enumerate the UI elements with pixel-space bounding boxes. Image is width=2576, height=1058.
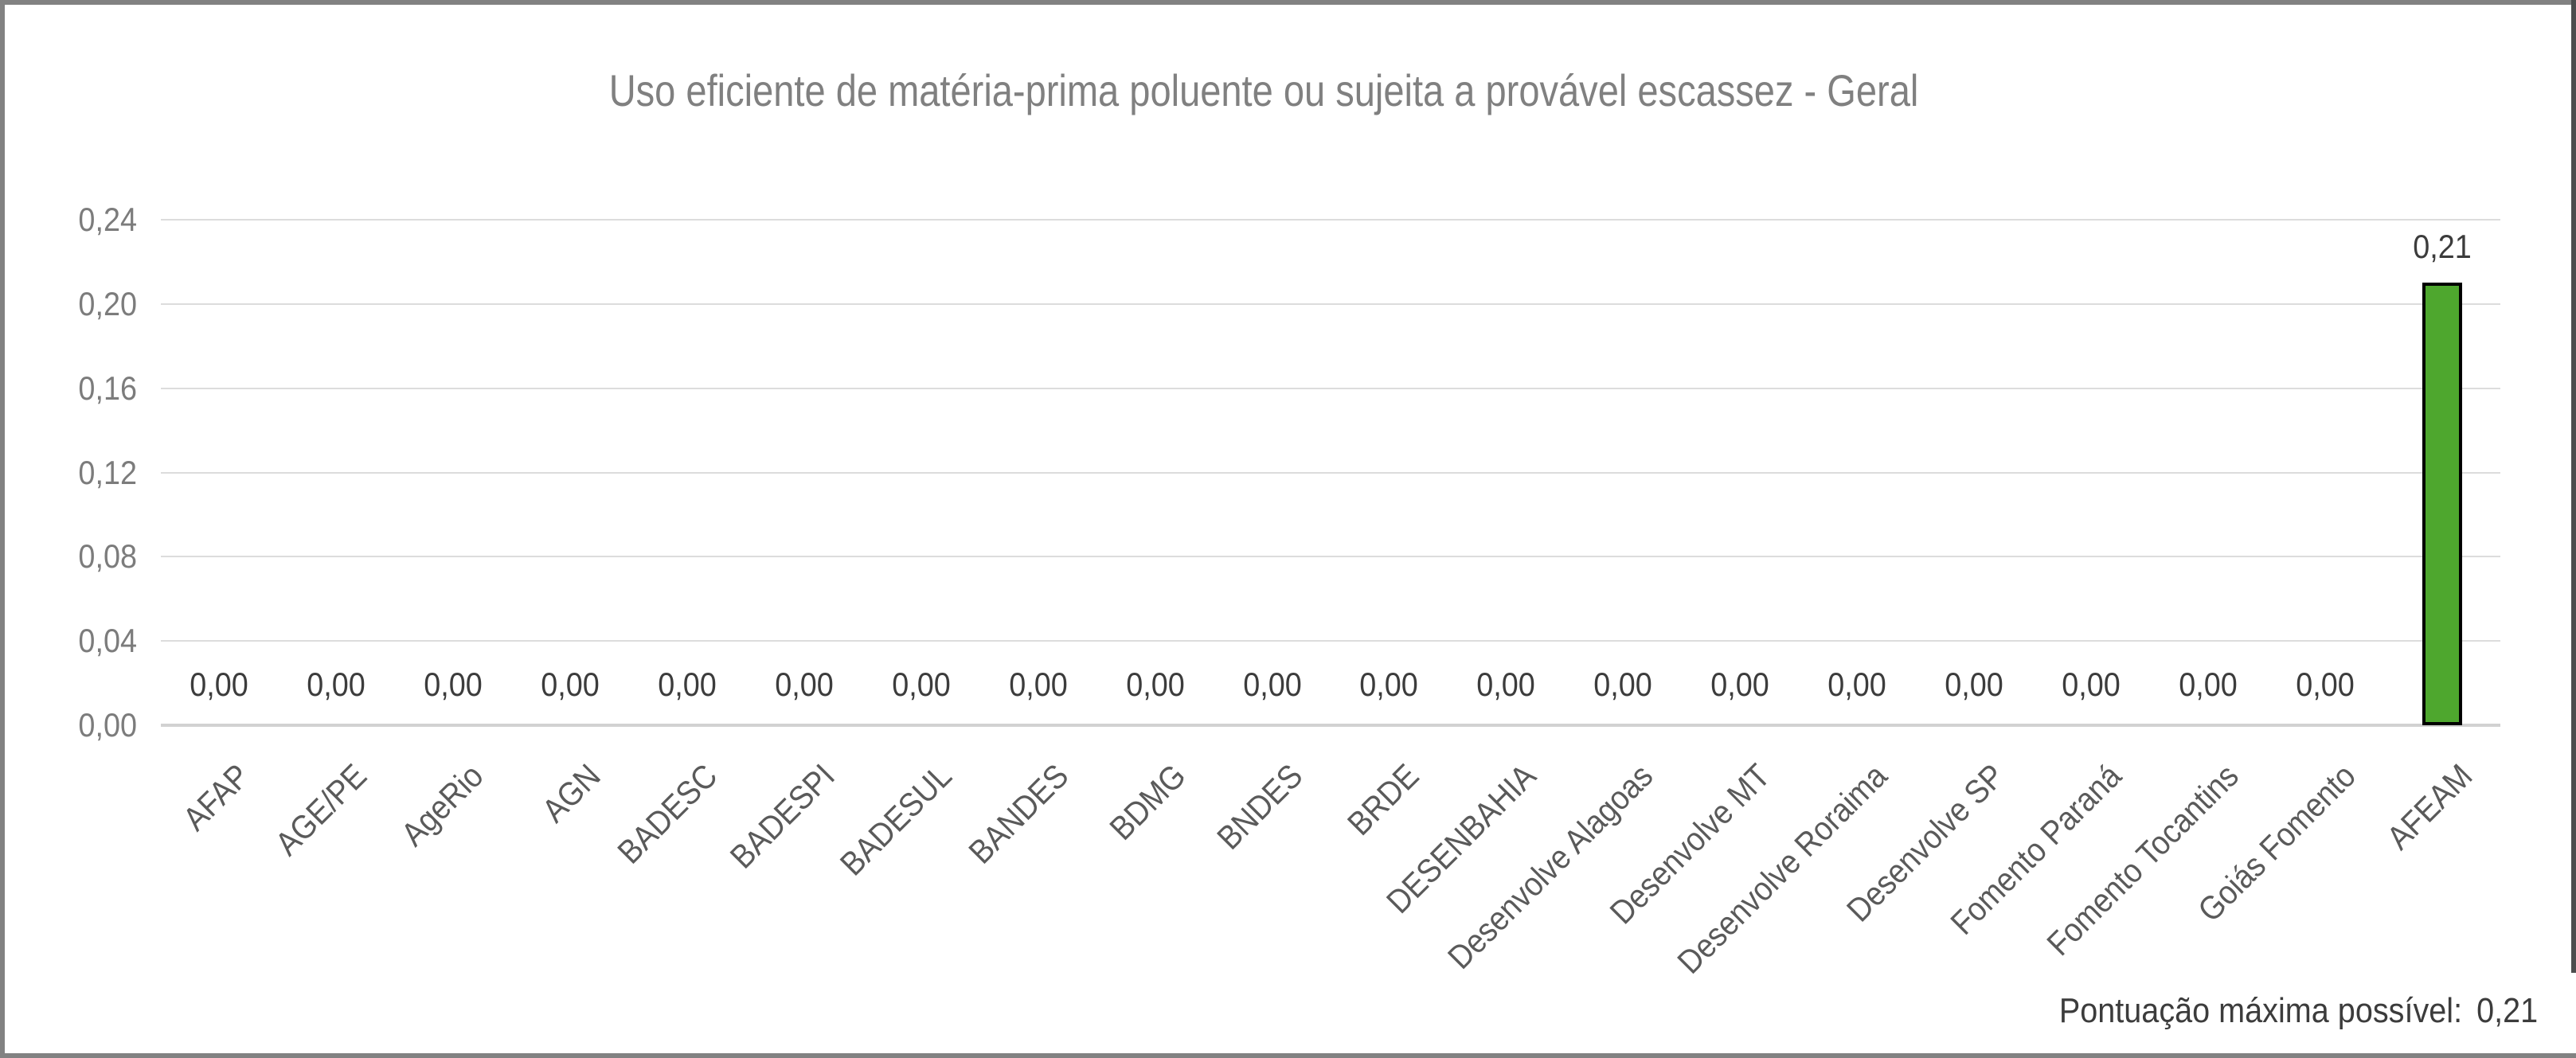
data-label: 0,00: [775, 666, 834, 703]
y-axis-tick-label: 0,20: [78, 285, 137, 322]
data-label: 0,00: [658, 666, 717, 703]
data-label: 0,00: [1945, 666, 2003, 703]
data-label: 0,00: [424, 666, 483, 703]
x-axis-category-label: Desenvolve Alagoas: [1440, 756, 1660, 977]
y-axis-tick-label: 0,16: [78, 369, 137, 407]
max-score-value: 0,21: [2476, 991, 2538, 1030]
y-axis-tick-label: 0,04: [78, 622, 137, 659]
x-axis-category-label: AFAP: [175, 756, 256, 838]
data-label: 0,00: [2179, 666, 2238, 703]
y-axis-tick-label: 0,12: [78, 454, 137, 491]
data-label: 0,00: [1710, 666, 1769, 703]
x-axis-category-label: BADESPI: [722, 756, 842, 876]
data-label: 0,21: [2413, 228, 2472, 265]
x-axis-category-label: BADESUL: [832, 756, 959, 883]
frame-border-top: [0, 0, 2576, 5]
gridline: [161, 556, 2500, 557]
data-label: 0,00: [1359, 666, 1418, 703]
gridline: [161, 640, 2500, 642]
frame-border-left: [0, 0, 5, 1058]
data-label: 0,00: [1009, 666, 1068, 703]
data-label: 0,00: [1476, 666, 1535, 703]
y-axis-tick-label: 0,00: [78, 706, 137, 744]
x-axis-category-label: BNDES: [1210, 756, 1310, 857]
data-label: 0,00: [1593, 666, 1652, 703]
data-label: 0,00: [1827, 666, 1886, 703]
data-label: 0,00: [892, 666, 951, 703]
x-axis-line: [161, 724, 2500, 727]
data-label: 0,00: [307, 666, 365, 703]
gridline: [161, 472, 2500, 474]
data-label: 0,00: [1126, 666, 1185, 703]
gridline: [161, 219, 2500, 221]
x-axis-category-label: AGE/PE: [268, 756, 373, 863]
data-label: 0,00: [2296, 666, 2355, 703]
x-axis-category-label: BADESC: [610, 756, 725, 871]
data-label: 0,00: [2062, 666, 2121, 703]
x-axis-category-label: AFEAM: [2379, 756, 2480, 857]
max-score-label: Pontuação máxima possível:: [2058, 991, 2462, 1030]
data-label: 0,00: [190, 666, 248, 703]
x-axis-category-label: BANDES: [961, 756, 1076, 871]
frame-border-right: [2571, 0, 2576, 973]
frame-border-bottom: [0, 1053, 2576, 1058]
y-axis-tick-label: 0,24: [78, 201, 137, 238]
data-label: 0,00: [1243, 666, 1302, 703]
x-axis-category-label: Desenvolve Roraima: [1670, 756, 1894, 981]
x-axis-category-label: BDMG: [1102, 756, 1193, 848]
data-label: 0,00: [541, 666, 600, 703]
chart-title: Uso eficiente de matéria-prima poluente …: [608, 65, 1919, 115]
y-axis-tick-label: 0,08: [78, 537, 137, 575]
gridline: [161, 303, 2500, 305]
max-score-note: Pontuação máxima possível: 0,21: [2059, 992, 2538, 1030]
bar-afeam[interactable]: [2422, 283, 2462, 725]
gridline: [161, 388, 2500, 389]
x-axis-category-label: AgeRio: [393, 756, 491, 853]
x-axis-category-label: AGN: [534, 756, 608, 830]
x-axis-category-label: BRDE: [1340, 756, 1426, 843]
